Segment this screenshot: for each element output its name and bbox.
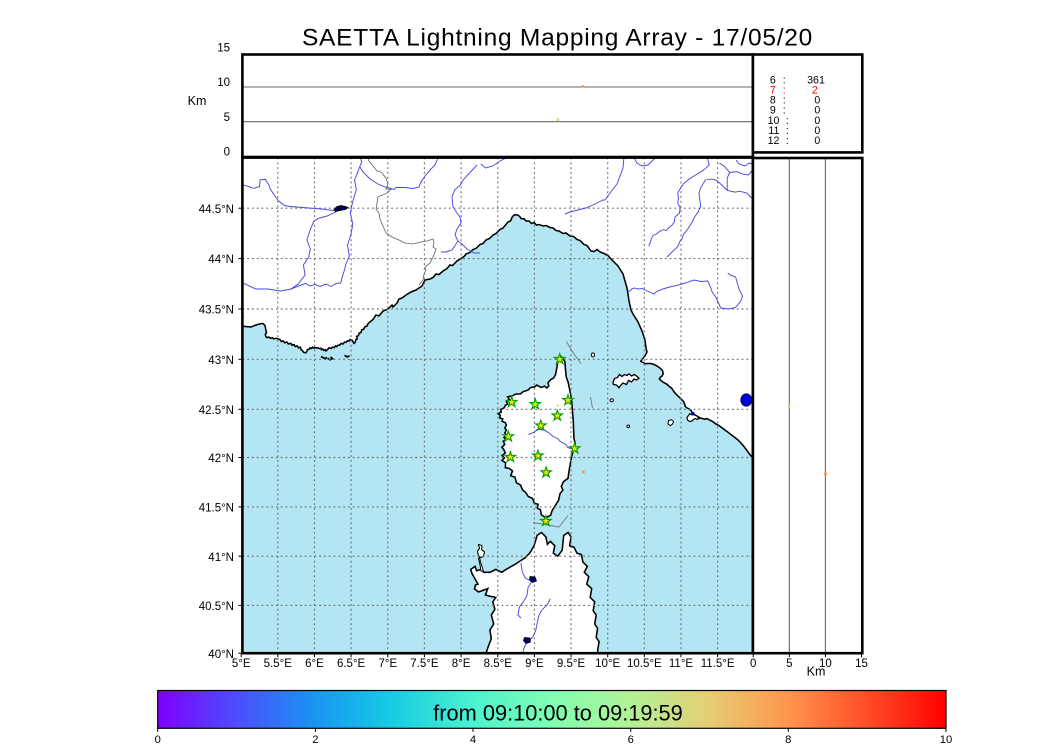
svg-text::: : <box>783 95 786 107</box>
svg-text:0: 0 <box>155 734 161 746</box>
svg-text:15: 15 <box>855 658 868 670</box>
svg-text:10: 10 <box>768 115 780 127</box>
svg-text:8: 8 <box>770 95 776 107</box>
svg-text:43°N: 43°N <box>208 355 234 367</box>
svg-text:6.5°E: 6.5°E <box>337 658 366 670</box>
svg-text:0: 0 <box>814 135 820 147</box>
svg-text:10: 10 <box>217 77 230 89</box>
svg-text:15: 15 <box>217 43 230 55</box>
svg-text:40°N: 40°N <box>208 649 234 661</box>
svg-text:9.5°E: 9.5°E <box>557 658 586 670</box>
svg-text:6: 6 <box>770 74 776 86</box>
svg-text:8°E: 8°E <box>452 658 471 670</box>
svg-text:4: 4 <box>470 734 476 746</box>
svg-text:8: 8 <box>785 734 791 746</box>
svg-text:5: 5 <box>786 658 792 670</box>
svg-text:2: 2 <box>812 84 818 96</box>
svg-text::: : <box>786 135 789 147</box>
svg-text:7°E: 7°E <box>378 658 397 670</box>
svg-text:5°E: 5°E <box>232 658 251 670</box>
svg-text:41.5°N: 41.5°N <box>199 503 234 515</box>
svg-text:8.5°E: 8.5°E <box>484 658 513 670</box>
svg-text:5: 5 <box>224 112 230 124</box>
svg-text::: : <box>786 115 789 127</box>
svg-text:6: 6 <box>628 734 634 746</box>
svg-text:42.5°N: 42.5°N <box>199 405 234 417</box>
svg-text::: : <box>783 105 786 117</box>
svg-text:44°N: 44°N <box>208 254 234 266</box>
svg-text:12: 12 <box>768 135 780 147</box>
svg-text:10°E: 10°E <box>595 658 620 670</box>
svg-text:42°N: 42°N <box>208 453 234 465</box>
svg-text:0: 0 <box>224 147 230 159</box>
svg-text:7: 7 <box>770 84 776 96</box>
svg-text:from 09:10:00 to 09:19:59: from 09:10:00 to 09:19:59 <box>433 701 683 726</box>
svg-text:41°N: 41°N <box>208 552 234 564</box>
svg-text:5.5°E: 5.5°E <box>264 658 293 670</box>
svg-text:10.5°E: 10.5°E <box>627 658 662 670</box>
svg-text::: : <box>783 74 786 86</box>
svg-text:43.5°N: 43.5°N <box>199 305 234 317</box>
svg-text:9°E: 9°E <box>525 658 544 670</box>
svg-text:10: 10 <box>819 658 832 670</box>
svg-text:7.5°E: 7.5°E <box>410 658 439 670</box>
svg-text:11.5°E: 11.5°E <box>701 658 735 670</box>
svg-text:Km: Km <box>188 94 207 108</box>
svg-text:0: 0 <box>814 125 820 137</box>
svg-text:0: 0 <box>814 95 820 107</box>
svg-text:40.5°N: 40.5°N <box>199 601 234 613</box>
svg-text:2: 2 <box>312 734 318 746</box>
svg-text:0: 0 <box>750 658 756 670</box>
svg-text:Km: Km <box>807 665 826 679</box>
svg-text::: : <box>783 84 786 96</box>
svg-text:10: 10 <box>940 734 952 746</box>
svg-text:SAETTA Lightning Mapping Array: SAETTA Lightning Mapping Array - 17/05/2… <box>302 25 813 52</box>
svg-text:44.5°N: 44.5°N <box>199 204 234 216</box>
svg-text:0: 0 <box>814 115 820 127</box>
svg-text:11°E: 11°E <box>669 658 694 670</box>
svg-text:0: 0 <box>814 105 820 117</box>
svg-text:9: 9 <box>770 105 776 117</box>
svg-text:361: 361 <box>807 74 825 86</box>
svg-text::: : <box>786 125 789 137</box>
svg-text:6°E: 6°E <box>305 658 324 670</box>
svg-text:11: 11 <box>768 125 779 137</box>
